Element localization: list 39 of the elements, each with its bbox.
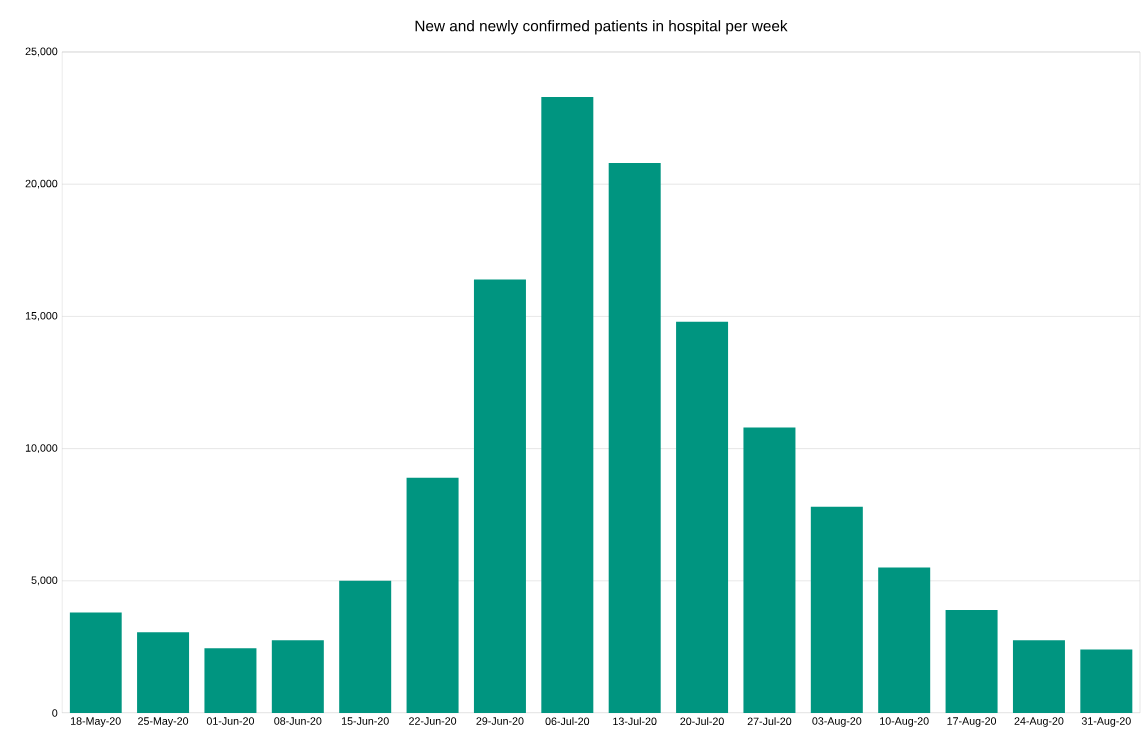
x-tick-label: 10-Aug-20 [880, 717, 929, 727]
bar [339, 580, 392, 713]
x-tick-label: 13-Jul-20 [613, 717, 657, 726]
bar [878, 567, 931, 713]
y-tick-label: 15,000 [25, 312, 58, 321]
bar [541, 96, 594, 713]
x-tick-label: 22-Jun-20 [409, 717, 457, 725]
y-tick-label: 5,000 [31, 576, 58, 586]
bar [945, 609, 998, 713]
chart-title: New and newly confirmed patients in hospital per week [415, 20, 788, 35]
x-tick-label: 17-Aug-20 [947, 717, 997, 727]
bar [810, 506, 863, 713]
x-tick-label: 27-Jul-20 [747, 717, 792, 726]
x-tick-label: 29-Jun-20 [476, 717, 524, 725]
x-tick-label: 31-Aug-20 [1081, 717, 1131, 727]
y-tick-label: 10,000 [25, 444, 58, 453]
bar [1012, 640, 1065, 713]
bar [473, 279, 526, 713]
x-tick-label: 08-Jun-20 [274, 717, 322, 725]
x-tick-label: 01-Jun-20 [206, 717, 255, 725]
x-tick-label: 06-Jul-20 [545, 717, 590, 726]
bar [69, 612, 122, 713]
bar [204, 648, 257, 713]
y-tick-label: 25,000 [25, 47, 58, 57]
bar [743, 427, 796, 713]
bar [137, 632, 190, 713]
x-tick-label: 15-Jun-20 [341, 717, 389, 725]
y-tick-label: 20,000 [25, 179, 58, 189]
y-tick-label: 0 [52, 709, 58, 717]
bar [1080, 649, 1133, 713]
bar [271, 640, 324, 713]
x-tick-label: 20-Jul-20 [680, 717, 724, 726]
bar [608, 163, 661, 713]
x-tick-label: 18-May-20 [71, 717, 121, 727]
bar [676, 321, 729, 713]
bar [406, 477, 459, 713]
x-tick-label: 24-Aug-20 [1014, 717, 1064, 727]
x-tick-label: 25-May-20 [138, 717, 189, 727]
x-tick-label: 03-Aug-20 [812, 717, 862, 727]
